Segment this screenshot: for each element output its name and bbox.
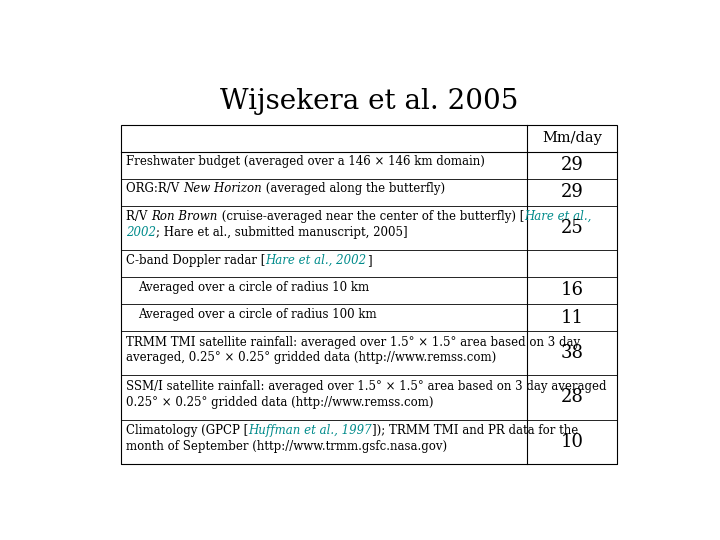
Text: SSM/I satellite rainfall: averaged over 1.5° × 1.5° area based on 3 day averaged: SSM/I satellite rainfall: averaged over … xyxy=(126,380,607,393)
Text: Hare et al.,: Hare et al., xyxy=(524,210,592,223)
Text: Hare et al., 2002: Hare et al., 2002 xyxy=(266,254,366,267)
Text: C-band Doppler radar [: C-band Doppler radar [ xyxy=(126,254,266,267)
Text: Climatology (GPCP [: Climatology (GPCP [ xyxy=(126,424,248,437)
Text: (cruise-averaged near the center of the butterfly) [: (cruise-averaged near the center of the … xyxy=(217,210,524,223)
Text: TRMM TMI satellite rainfall: averaged over 1.5° × 1.5° area based on 3 day: TRMM TMI satellite rainfall: averaged ov… xyxy=(126,336,580,349)
Text: month of September (http://www.trmm.gsfc.nasa.gov): month of September (http://www.trmm.gsfc… xyxy=(126,440,447,453)
Bar xyxy=(121,125,617,464)
Text: Ron Brown: Ron Brown xyxy=(151,210,217,223)
Text: Mm/day: Mm/day xyxy=(542,131,602,145)
Text: 11: 11 xyxy=(561,308,584,327)
Text: 25: 25 xyxy=(561,219,583,237)
Text: Huffman et al., 1997: Huffman et al., 1997 xyxy=(248,424,372,437)
Text: Averaged over a circle of radius 10 km: Averaged over a circle of radius 10 km xyxy=(138,281,369,294)
Text: ; Hare et al., submitted manuscript, 2005]: ; Hare et al., submitted manuscript, 200… xyxy=(156,226,408,239)
Text: averaged, 0.25° × 0.25° gridded data (http://www.remss.com): averaged, 0.25° × 0.25° gridded data (ht… xyxy=(126,352,497,365)
Text: Averaged over a circle of radius 100 km: Averaged over a circle of radius 100 km xyxy=(138,308,377,321)
Text: 0.25° × 0.25° gridded data (http://www.remss.com): 0.25° × 0.25° gridded data (http://www.r… xyxy=(126,396,433,409)
Text: ORG:R/V: ORG:R/V xyxy=(126,183,184,195)
Text: R/V: R/V xyxy=(126,210,151,223)
Text: 29: 29 xyxy=(561,183,583,201)
Text: 2002: 2002 xyxy=(126,226,156,239)
Text: New Horizon: New Horizon xyxy=(184,183,262,195)
Text: (averaged along the butterfly): (averaged along the butterfly) xyxy=(262,183,445,195)
Text: ]); TRMM TMI and PR data for the: ]); TRMM TMI and PR data for the xyxy=(372,424,578,437)
Text: 28: 28 xyxy=(561,388,583,407)
Text: Freshwater budget (averaged over a 146 × 146 km domain): Freshwater budget (averaged over a 146 ×… xyxy=(126,156,485,168)
Text: ]: ] xyxy=(366,254,372,267)
Text: 29: 29 xyxy=(561,156,583,174)
Text: 38: 38 xyxy=(561,344,584,362)
Text: 10: 10 xyxy=(561,433,584,451)
Text: Wijsekera et al. 2005: Wijsekera et al. 2005 xyxy=(220,87,518,114)
Text: 16: 16 xyxy=(561,281,584,300)
